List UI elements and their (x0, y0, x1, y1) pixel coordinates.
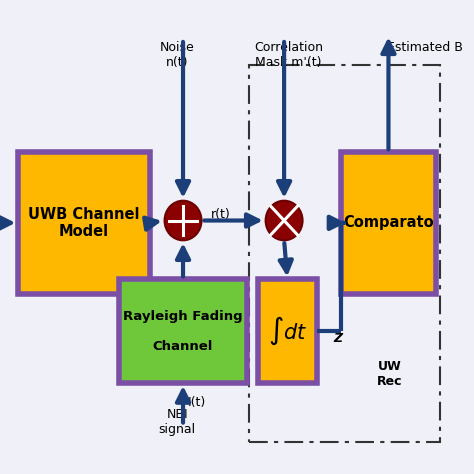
Text: NBI
signal: NBI signal (159, 408, 196, 436)
FancyBboxPatch shape (341, 152, 436, 293)
Text: UW
Rec: UW Rec (377, 360, 402, 388)
Text: Correlation
Mask m'(t): Correlation Mask m'(t) (254, 41, 323, 70)
Text: UWB Channel
Model: UWB Channel Model (28, 207, 140, 239)
Text: Noise
n(t): Noise n(t) (160, 41, 195, 70)
Text: Estimated B: Estimated B (387, 41, 463, 55)
Text: Comparato: Comparato (343, 215, 434, 230)
Circle shape (164, 201, 201, 240)
FancyBboxPatch shape (258, 279, 317, 383)
Text: I(t): I(t) (187, 396, 206, 409)
FancyBboxPatch shape (119, 279, 247, 383)
Text: r(t): r(t) (211, 208, 230, 221)
Text: $\int dt$: $\int dt$ (268, 315, 307, 347)
Text: Rayleigh Fading

Channel: Rayleigh Fading Channel (123, 310, 243, 353)
Text: Z: Z (334, 332, 343, 345)
Circle shape (265, 201, 302, 240)
FancyBboxPatch shape (18, 152, 150, 293)
